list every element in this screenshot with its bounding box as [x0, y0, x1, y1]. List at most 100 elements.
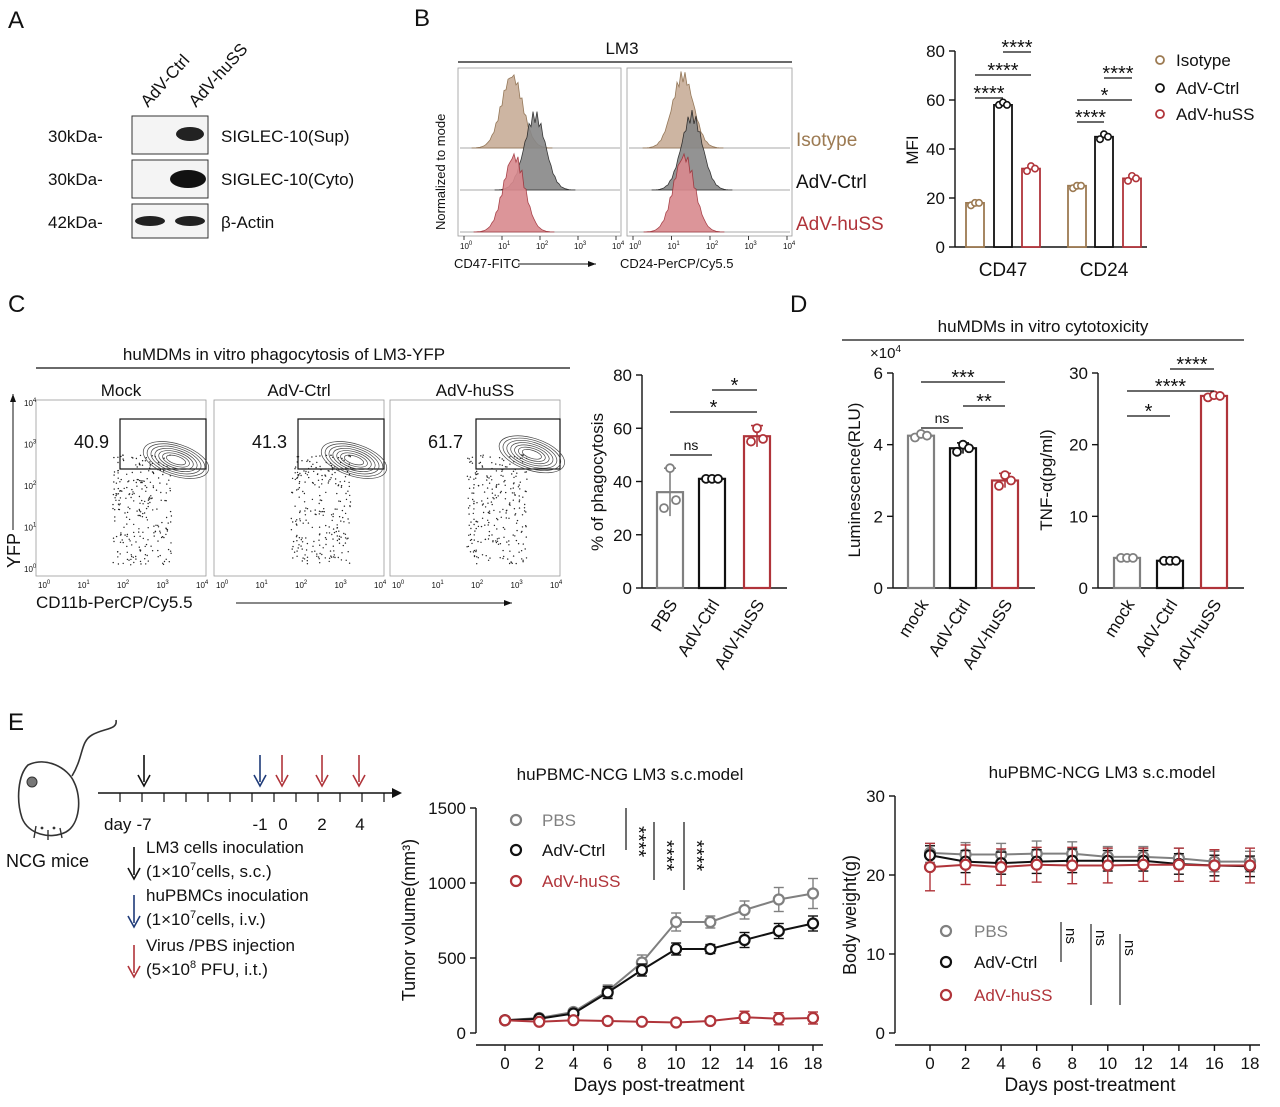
- contour-event: [145, 490, 147, 492]
- contour-event: [137, 479, 139, 481]
- contour-event: [466, 546, 468, 548]
- contour-tick-label: 101: [432, 580, 445, 590]
- contour-event: [473, 478, 475, 480]
- contour-event: [503, 459, 505, 462]
- mfi-bar: [1021, 167, 1041, 248]
- contour-event: [159, 554, 161, 557]
- weight-y-tick-label: 20: [866, 866, 885, 885]
- mouse-icon: [17, 719, 117, 840]
- contour-event: [473, 549, 476, 552]
- contour-event: [138, 508, 140, 511]
- lane-label-ctrl: AdV-Ctrl: [137, 51, 193, 111]
- tumor-y-tick-label: 0: [457, 1024, 466, 1043]
- contour-event: [481, 465, 483, 467]
- contour-event: [126, 511, 129, 514]
- contour-event: [112, 503, 114, 506]
- contour-event: [330, 514, 333, 516]
- band-actin-huss: [175, 216, 205, 226]
- contour-event: [487, 519, 489, 521]
- weight-series-point: [1101, 859, 1114, 872]
- phago-title: huMDMs in vitro phagocytosis of LM3-YFP: [123, 345, 445, 364]
- contour-event: [298, 544, 300, 546]
- flow-tick-label: 101: [498, 241, 511, 251]
- histogram-huss: [643, 152, 725, 233]
- lum-point: [1006, 475, 1016, 486]
- contour-event: [142, 512, 144, 515]
- contour-event: [475, 470, 478, 473]
- weight-series-point: [1208, 859, 1221, 872]
- contour-event: [117, 461, 119, 464]
- tumor-series-point: [670, 915, 683, 929]
- flow-tick-label: 100: [629, 241, 642, 251]
- contour-event: [122, 562, 124, 565]
- contour-event: [149, 461, 151, 463]
- contour-event: [348, 481, 350, 484]
- contour-event: [305, 470, 307, 473]
- tumor-series-point: [738, 1011, 751, 1024]
- contour-event: [495, 470, 498, 472]
- contour-event: [113, 474, 115, 476]
- contour-event: [506, 466, 508, 468]
- tnf-y-label: TNF-α(pg/ml): [1037, 429, 1056, 530]
- contour-event: [153, 525, 155, 527]
- contour-event: [139, 535, 141, 537]
- contour-event: [349, 501, 352, 503]
- contour-gate: [297, 418, 385, 470]
- mfi-legend-label: Isotype: [1176, 51, 1231, 70]
- legend-arrow-head: [127, 867, 141, 881]
- blot-name-cyto: SIGLEC-10(Cyto): [221, 170, 354, 189]
- contour-event: [112, 493, 115, 496]
- contour-event: [342, 544, 344, 547]
- contour-event: [141, 481, 143, 484]
- mfi-sig-1-label: ****: [973, 83, 1004, 105]
- contour-event: [117, 477, 119, 479]
- weight-legend-marker: [939, 924, 953, 938]
- contour-gate: [475, 418, 561, 470]
- contour-event: [131, 471, 133, 474]
- weight-series-point: [1137, 858, 1150, 871]
- histogram-ctrl: [651, 110, 733, 191]
- contour-event: [157, 477, 160, 479]
- contour-event: [514, 513, 517, 515]
- tumor-series-point: [533, 1015, 546, 1028]
- contour-event: [319, 465, 321, 468]
- mfi-sig-3-label: ****: [1001, 37, 1032, 59]
- contour-line: [324, 443, 384, 477]
- contour-line: [510, 442, 554, 467]
- contour-event: [332, 538, 334, 540]
- contour-event: [488, 530, 491, 533]
- contour-event: [325, 454, 328, 457]
- contour-event: [310, 465, 313, 468]
- weight-series-point: [995, 860, 1008, 874]
- contour-event: [149, 481, 152, 483]
- contour-y-tick-label: 100: [24, 564, 37, 574]
- contour-event: [525, 471, 528, 473]
- timeline-arrow-head: [315, 774, 329, 788]
- contour-event: [318, 539, 320, 541]
- contour-line: [146, 443, 206, 477]
- contour-event: [122, 458, 124, 460]
- contour-event: [317, 479, 320, 481]
- timeline-day-prefix: day: [104, 815, 132, 834]
- contour-event: [163, 457, 165, 459]
- contour-event: [128, 480, 130, 482]
- tumor-x-tick-label: 18: [804, 1054, 823, 1073]
- contour-event: [319, 544, 321, 546]
- contour-event: [131, 555, 133, 558]
- contour-event: [312, 463, 314, 465]
- mfi-sig-4-label: ****: [1075, 107, 1106, 129]
- contour-event: [497, 519, 499, 521]
- contour-tick-label: 102: [295, 580, 308, 590]
- contour-event: [314, 550, 316, 552]
- contour-event: [508, 544, 510, 546]
- phago-point: [659, 503, 669, 514]
- contour-event: [329, 478, 331, 481]
- lum-y-tick-label: 4: [874, 436, 883, 455]
- tumor-series-point: [601, 1014, 614, 1028]
- contour-event: [518, 551, 520, 553]
- contour-event: [473, 500, 475, 502]
- contour-event: [303, 558, 306, 560]
- contour-event: [291, 548, 293, 550]
- contour-line: [166, 454, 186, 466]
